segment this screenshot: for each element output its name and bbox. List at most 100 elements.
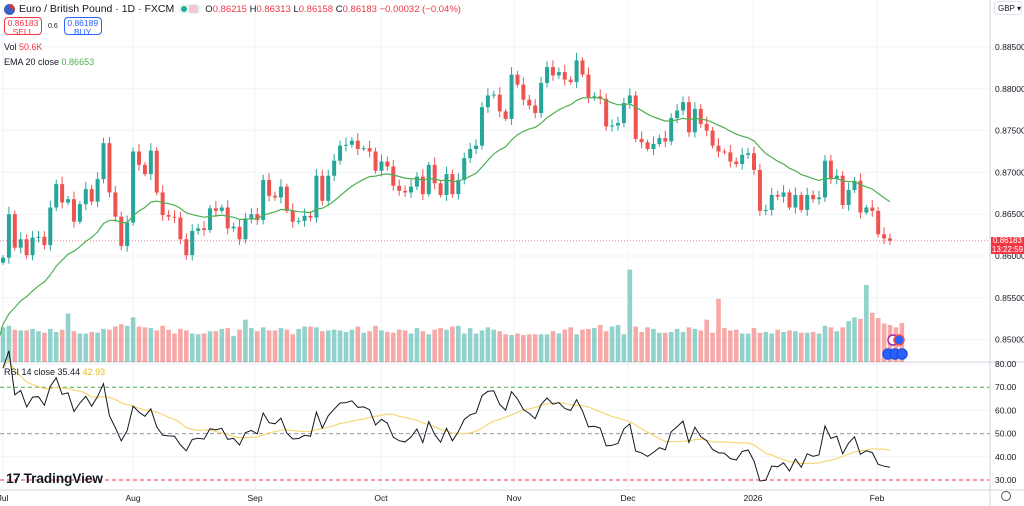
volume-bar: [497, 331, 503, 362]
volume-bar: [710, 332, 715, 362]
volume-bar: [450, 326, 455, 362]
volume-bar: [124, 325, 130, 362]
candle-body: [491, 94, 496, 96]
volume-bar: [195, 334, 201, 362]
volume-bar: [142, 327, 148, 362]
volume-bar: [532, 334, 538, 362]
volume-bar: [597, 325, 603, 362]
volume-bar: [107, 329, 112, 362]
volume-legend[interactable]: Vol 50.6K: [4, 42, 43, 52]
symbol-legend: Euro / British Pound · 1D · FXCM O0.8621…: [4, 3, 461, 15]
eur-gbp-flag-icon: [4, 3, 15, 15]
volume-bar: [432, 329, 437, 362]
candle-body: [261, 179, 266, 221]
rsi-tick-label: 80.00: [995, 359, 1017, 369]
volume-bar: [53, 331, 59, 362]
candle-body: [751, 153, 756, 170]
volume-bar: [420, 331, 426, 362]
candle-body: [166, 215, 171, 217]
candle-body: [651, 143, 656, 149]
price-change: −0.00032 (−0.04%): [379, 3, 461, 15]
candle-body: [83, 189, 88, 205]
candle-body: [66, 199, 71, 203]
volume-bar: [781, 331, 786, 362]
rsi-legend[interactable]: RSI 14 close 35.44 42.93: [4, 367, 106, 377]
market-status[interactable]: [178, 4, 202, 14]
candle-body: [213, 208, 218, 211]
candle-body: [580, 60, 585, 75]
volume-bar: [556, 333, 562, 362]
volume-bar: [881, 323, 887, 362]
candle-body: [172, 216, 177, 218]
symbol-title[interactable]: Euro / British Pound · 1D · FXCM: [19, 3, 175, 15]
candle-body: [710, 130, 715, 146]
volume-bar: [36, 331, 41, 362]
sell-button[interactable]: 0.86183 SELL: [4, 17, 42, 37]
volume-bar: [225, 328, 231, 362]
trade-buttons: 0.86183 SELL 0.6 0.86189 BUY: [4, 17, 102, 37]
tradingview-logo[interactable]: 17 TradingView: [6, 470, 103, 486]
volume-bar: [207, 331, 213, 362]
buy-button[interactable]: 0.86189 BUY: [63, 17, 102, 37]
candle-body: [202, 228, 207, 231]
volume-bar: [680, 331, 686, 362]
ema-legend[interactable]: EMA 20 close 0.86653: [4, 57, 95, 67]
volume-bar: [668, 331, 674, 362]
volume-bar: [858, 318, 863, 362]
candle-body: [438, 183, 443, 195]
time-tick-label: Aug: [125, 493, 140, 503]
volume-bar: [775, 329, 780, 362]
volume-bar: [189, 333, 195, 362]
candle-body: [639, 138, 644, 143]
candle-body: [125, 222, 130, 246]
candle-body: [385, 161, 390, 167]
volume-bar: [113, 326, 118, 362]
volume-bar: [503, 334, 508, 362]
candle-body: [633, 95, 638, 139]
volume-bar: [485, 327, 491, 362]
rsi-tick-label: 40.00: [995, 452, 1017, 462]
volume-bar: [284, 329, 290, 362]
market-open-icon: [181, 6, 188, 12]
volume-bar: [254, 331, 260, 362]
volume-bar: [804, 332, 810, 362]
volume-bar: [633, 326, 639, 362]
candle-body: [178, 217, 183, 240]
volume-bar: [799, 332, 804, 362]
candle-body: [432, 164, 437, 184]
candle-body: [497, 94, 502, 112]
volume-bar: [491, 329, 497, 362]
volume-bar: [822, 325, 828, 362]
volume-bar: [846, 321, 851, 362]
candle-body: [409, 186, 414, 193]
candle-body: [119, 216, 124, 246]
candle-body: [746, 153, 751, 155]
candle-body: [326, 175, 331, 201]
volume-bar: [249, 328, 254, 362]
settings-icon[interactable]: [1001, 491, 1011, 501]
candle-body: [243, 218, 248, 240]
candle-body: [290, 210, 295, 222]
candle-body: [734, 161, 739, 165]
volume-bar: [42, 332, 47, 362]
candle-body: [834, 175, 839, 180]
rsi-tick-label: 60.00: [995, 405, 1017, 415]
candle-body: [95, 179, 100, 202]
volume-bar: [728, 330, 733, 362]
volume-bar: [0, 327, 6, 362]
volume-bar: [272, 330, 278, 362]
candle-body: [716, 145, 721, 152]
currency-selector[interactable]: GBP ▾: [994, 1, 1022, 15]
volume-bar: [550, 331, 556, 362]
volume-bar: [722, 328, 727, 362]
volume-bar: [243, 319, 248, 362]
volume-bar: [266, 330, 272, 362]
event-marker-icon: [893, 334, 905, 346]
candle-body: [225, 207, 230, 229]
time-tick-label: Jul: [0, 493, 9, 503]
candle-body: [539, 82, 544, 114]
candle-body: [876, 210, 881, 235]
candle-body: [846, 189, 851, 206]
candle-body: [645, 142, 650, 149]
